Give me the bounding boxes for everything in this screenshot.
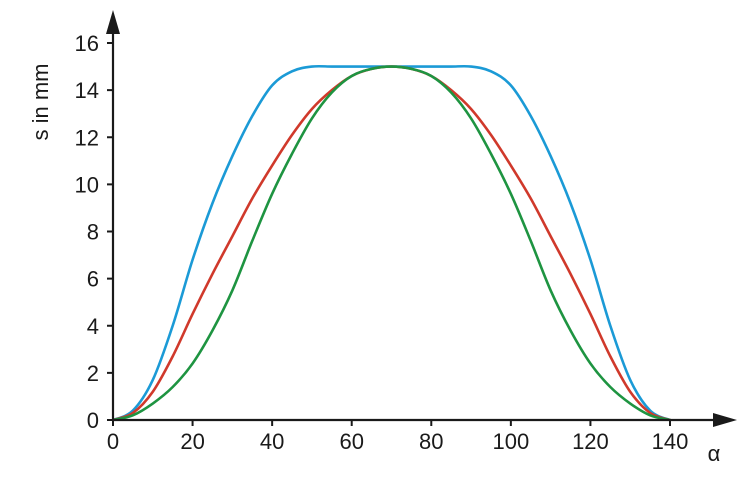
series-line-2 bbox=[111, 65, 672, 422]
x-axis-title: α bbox=[708, 441, 721, 466]
y-tick-label: 10 bbox=[75, 172, 99, 197]
y-tick-label: 12 bbox=[75, 125, 99, 150]
x-tick-label: 80 bbox=[419, 429, 443, 454]
y-tick-label: 4 bbox=[87, 314, 99, 339]
x-axis-arrow bbox=[713, 413, 737, 427]
y-tick-label: 8 bbox=[87, 220, 99, 245]
axes bbox=[106, 10, 737, 427]
series-line-1 bbox=[111, 64, 672, 422]
x-tick-label: 20 bbox=[180, 429, 204, 454]
y-tick-label: 2 bbox=[87, 361, 99, 386]
y-tick-label: 6 bbox=[87, 267, 99, 292]
x-tick-label: 0 bbox=[107, 429, 119, 454]
x-tick-label: 60 bbox=[339, 429, 363, 454]
y-tick-label: 16 bbox=[75, 31, 99, 56]
x-tick-label: 40 bbox=[260, 429, 284, 454]
x-tick-label: 140 bbox=[652, 429, 689, 454]
x-tick-label: 120 bbox=[572, 429, 609, 454]
y-tick-label: 0 bbox=[87, 408, 99, 433]
y-tick-label: 14 bbox=[75, 78, 99, 103]
series-line-3 bbox=[111, 65, 672, 422]
ticks: 0 20 40 60 80 100 120 140 0 2 4 6 8 10 12 14 16 bbox=[75, 31, 689, 454]
y-axis-arrow bbox=[106, 10, 120, 34]
series-layer bbox=[111, 64, 672, 422]
x-tick-label: 100 bbox=[492, 429, 529, 454]
y-axis-title: s in mm bbox=[28, 64, 53, 141]
